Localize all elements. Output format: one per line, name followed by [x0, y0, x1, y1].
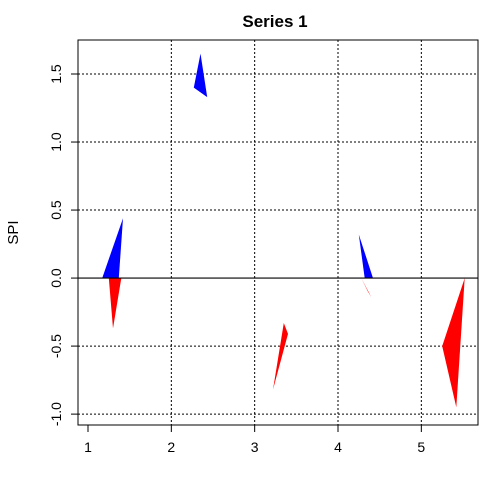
- x-tick-label-0: 1: [84, 439, 92, 455]
- spi-positive-shape-2: [194, 54, 207, 98]
- y-tick-label-0: -1.0: [48, 402, 64, 426]
- x-tick-label-2: 3: [251, 439, 259, 455]
- y-tick-label-4: 1.0: [48, 132, 64, 152]
- spi-negative-shape-1: [109, 278, 122, 328]
- y-tick-label-3: 0.5: [48, 200, 64, 220]
- y-tick-label-1: -0.5: [48, 334, 64, 358]
- y-axis-label: SPI: [5, 220, 22, 244]
- chart-title: Series 1: [242, 12, 307, 31]
- y-tick-label-5: 1.5: [48, 64, 64, 84]
- spi-negative-shape-6: [442, 278, 465, 407]
- spi-negative-shape-3: [273, 323, 288, 390]
- y-tick-label-2: 0.0: [48, 268, 64, 288]
- y-axis: -1.0 -0.5 0.0 0.5 1.0 1.5: [48, 64, 78, 426]
- x-tick-label-3: 4: [334, 439, 342, 455]
- spi-positive-shape-0: [102, 218, 123, 278]
- x-tick-label-4: 5: [417, 439, 425, 455]
- x-axis: 1 2 3 4 5: [84, 425, 425, 455]
- spi-negative-shape-5: [361, 278, 371, 297]
- x-tick-label-1: 2: [167, 439, 175, 455]
- series-layer: [102, 54, 465, 408]
- spi-positive-shape-4: [359, 235, 373, 279]
